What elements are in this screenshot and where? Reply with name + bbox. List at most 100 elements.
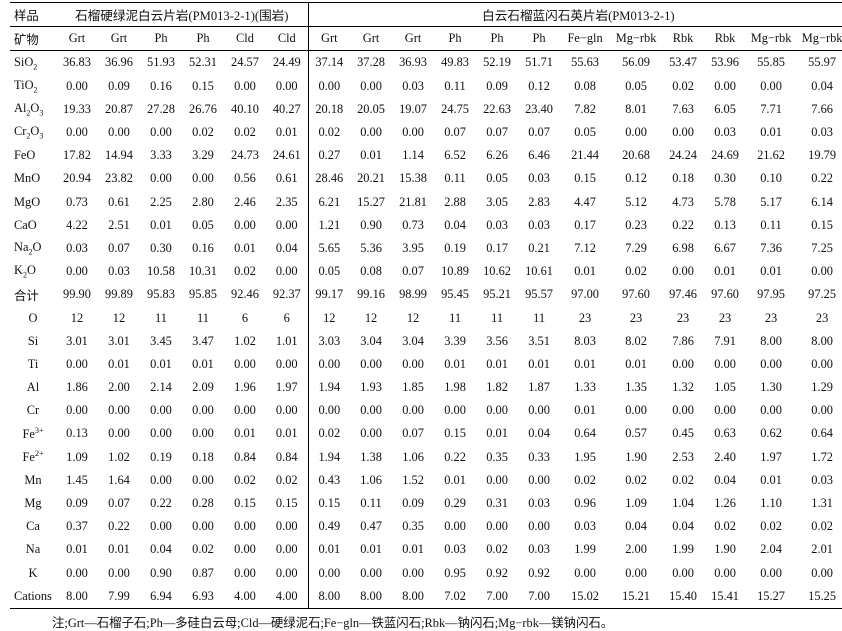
row-label: Ti <box>27 356 39 371</box>
table-cell: 2.09 <box>192 380 214 395</box>
mineral-header-cell: Ph <box>182 26 224 52</box>
table-cell: 1.87 <box>528 380 550 395</box>
table-cell: 0.01 <box>307 538 351 562</box>
table-row: Na 0.01 0.01 0.04 0.02 0.00 0.00 0.01 0.01 0.01 0.… <box>10 538 842 562</box>
table-cell: 0.07 <box>402 264 424 279</box>
table-cell: 0.00 <box>760 356 782 371</box>
table-cell: 0.00 <box>150 519 172 534</box>
table-cell: 0.00 <box>760 403 782 418</box>
table-cell: 0.02 <box>714 519 736 534</box>
table-cell: 0.00 <box>234 565 256 580</box>
table-cell: 10.31 <box>189 264 217 279</box>
table-cell: 0.04 <box>714 472 736 487</box>
table-cell: 0.45 <box>672 426 694 441</box>
table-cell: 12 <box>307 306 351 330</box>
table-cell: 0.00 <box>66 264 88 279</box>
table-cell: 0.11 <box>444 78 466 93</box>
table-cell: 0.07 <box>528 125 550 140</box>
row-label: Mg <box>24 496 42 511</box>
table-cell: 11 <box>449 310 462 325</box>
table-cell: 19.79 <box>808 148 837 163</box>
table-cell: 2.88 <box>444 194 466 209</box>
table-cell: 8.00 <box>56 584 98 609</box>
table-cell: 0.00 <box>360 403 382 418</box>
table-cell: 2.00 <box>625 542 647 557</box>
table-cell: 24.73 <box>231 148 259 163</box>
table-cell: 1.90 <box>714 542 736 557</box>
table-cell: 5.36 <box>360 240 382 255</box>
table-cell: 1.52 <box>402 472 424 487</box>
table-cell: 5.17 <box>760 194 782 209</box>
table-cell: 0.00 <box>275 217 298 232</box>
table-cell: 0.00 <box>108 426 130 441</box>
table-cell: 1.95 <box>574 449 596 464</box>
table-cell: 1.98 <box>444 380 466 395</box>
table-cell: 0.17 <box>574 217 596 232</box>
table-cell: 0.10 <box>760 171 782 186</box>
table-cell: 7.25 <box>811 240 833 255</box>
table-cell: 0.02 <box>192 125 214 140</box>
table-cell: 0.04 <box>625 519 647 534</box>
mineral-label: 矿物 <box>10 26 56 52</box>
table-cell: 0.00 <box>486 472 508 487</box>
table-row: TiO2 0.00 0.09 0.16 0.15 0.00 0.00 0.00 0.00 0.03… <box>10 74 842 98</box>
table-row: Cr 0.00 0.00 0.00 0.00 0.00 0.00 0.00 0.00 0.00 0.… <box>10 399 842 423</box>
table-cell: 0.00 <box>444 519 466 534</box>
row-label: O <box>28 310 38 325</box>
table-cell: 0.16 <box>150 78 172 93</box>
table-row: Si 3.01 3.01 3.45 3.47 1.02 1.01 3.03 3.04 3.04 3.… <box>10 329 842 353</box>
table-cell: 95.85 <box>189 287 217 302</box>
row-label: CaO <box>14 217 37 232</box>
row-label: Cr <box>26 403 40 418</box>
table-cell: 97.00 <box>571 287 599 302</box>
table-cell: 0.47 <box>360 519 382 534</box>
table-row: Na2O 0.03 0.07 0.30 0.16 0.01 0.04 5.65 5.36 3.95… <box>10 236 842 261</box>
table-cell: 0.49 <box>307 515 351 539</box>
table-cell: 0.57 <box>625 426 647 441</box>
table-cell: 0.92 <box>528 565 550 580</box>
table-cell: 0.03 <box>528 542 550 557</box>
table-cell: 6 <box>283 310 290 325</box>
table-cell: 0.00 <box>528 519 550 534</box>
table-cell: 19.07 <box>399 101 427 116</box>
table-cell: 0.00 <box>307 352 351 376</box>
table-cell: 11 <box>155 310 167 325</box>
table-cell: 0.00 <box>528 403 550 418</box>
table-row: K2O 0.00 0.03 10.58 10.31 0.02 0.00 0.05 0.08 0.0… <box>10 260 842 284</box>
table-cell: 26.76 <box>189 101 217 116</box>
table-cell: 21.81 <box>399 194 427 209</box>
table-cell: 0.03 <box>444 542 466 557</box>
table-cell: 6.14 <box>811 194 833 209</box>
table-cell: 0.00 <box>192 426 214 441</box>
table-cell: 1.45 <box>66 472 88 487</box>
table-cell: 0.01 <box>486 356 508 371</box>
table-cell: 0.00 <box>192 519 214 534</box>
table-cell: 0.56 <box>234 171 256 186</box>
table-cell: 15.41 <box>704 584 747 609</box>
table-cell: 0.00 <box>66 565 88 580</box>
table-cell: 3.51 <box>528 333 550 348</box>
table-cell: 0.00 <box>402 403 424 418</box>
table-cell: 15.27 <box>357 194 385 209</box>
table-cell: 3.01 <box>108 333 130 348</box>
table-cell: 0.00 <box>108 125 130 140</box>
table-cell: 56.09 <box>622 55 650 70</box>
table-cell: 0.00 <box>811 356 833 371</box>
table-cell: 97.60 <box>622 287 650 302</box>
table-cell: 0.03 <box>486 217 508 232</box>
table-cell: 97.25 <box>808 287 837 302</box>
table-cell: 1.26 <box>714 496 736 511</box>
table-cell: 0.33 <box>528 449 550 464</box>
table-cell: 0.00 <box>402 125 424 140</box>
table-cell: 1.82 <box>486 380 508 395</box>
table-cell: 0.00 <box>307 74 351 98</box>
table-row: O 12 12 11 11 6 6 12 12 12 11 11 11 23 23 23 23 23 23 <box>10 306 842 330</box>
table-cell: 7.63 <box>672 101 694 116</box>
table-cell: 0.05 <box>625 78 647 93</box>
table-cell: 23 <box>676 310 690 325</box>
table-cell: 12 <box>364 310 378 325</box>
table-cell: 23 <box>815 310 829 325</box>
table-cell: 0.07 <box>108 496 130 511</box>
table-cell: 8.00 <box>392 584 435 609</box>
table-cell: 23.40 <box>525 101 553 116</box>
